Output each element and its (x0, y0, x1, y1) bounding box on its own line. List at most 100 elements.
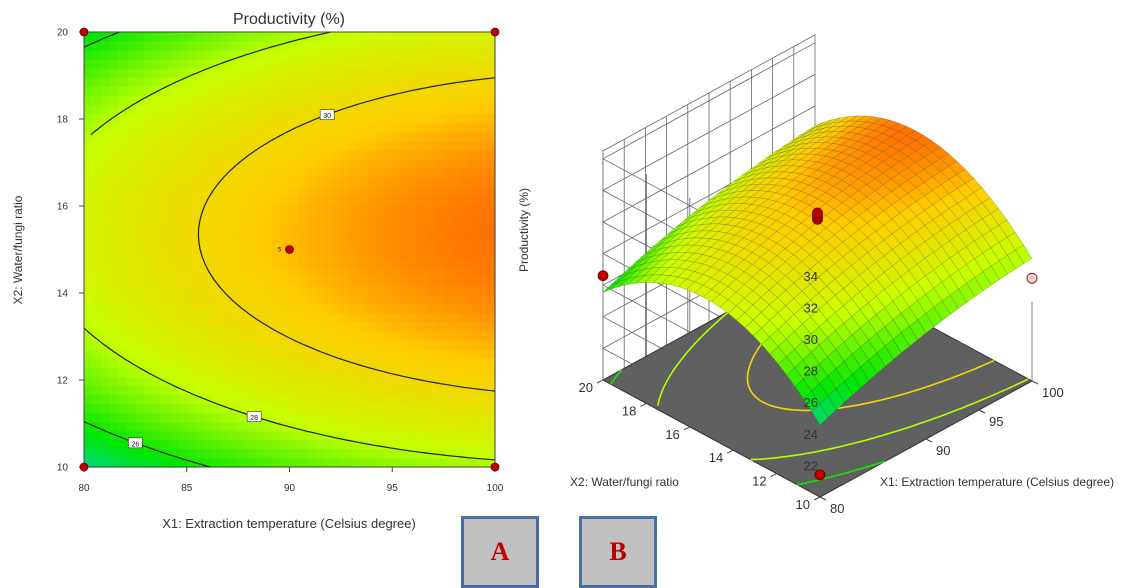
heatmap-cell (289, 186, 299, 196)
heatmap-cell (477, 340, 488, 350)
heatmap-cell (452, 457, 462, 468)
heatmap-cell (332, 303, 342, 314)
heatmap-cell (263, 32, 273, 42)
heatmap-cell (358, 158, 368, 169)
heatmap-cell (118, 59, 128, 69)
heatmap-cell (358, 59, 368, 69)
heatmap-cell (332, 367, 342, 377)
heatmap-cell (417, 430, 428, 441)
heatmap-cell (392, 267, 402, 278)
heatmap-cell (126, 167, 136, 178)
heatmap-cell (169, 158, 179, 169)
heatmap-cell (178, 294, 188, 305)
heatmap-cell (383, 367, 393, 377)
heatmap-cell (212, 448, 222, 459)
heatmap-cell (349, 113, 359, 124)
heatmap-cell (443, 412, 453, 423)
heatmap-cell (469, 122, 479, 133)
heatmap-cell (135, 131, 145, 142)
heatmap-cell (409, 457, 419, 468)
heatmap-cell (195, 213, 205, 223)
heatmap-cell (383, 86, 393, 97)
heatmap-cell (84, 186, 94, 196)
heatmap-cell (101, 68, 111, 78)
heatmap-cell (169, 430, 179, 441)
heatmap-cell (126, 267, 136, 278)
heatmap-cell (358, 403, 368, 414)
heatmap-cell (289, 367, 299, 377)
heatmap-cell (263, 448, 273, 459)
heatmap-cell (409, 240, 419, 251)
heatmap-cell (298, 249, 308, 260)
heatmap-cell (315, 204, 325, 214)
heatmap-cell (238, 158, 248, 169)
heatmap-cell (375, 322, 385, 332)
heatmap-cell (203, 167, 214, 178)
heatmap-cell (375, 358, 385, 368)
heatmap-cell (426, 294, 436, 305)
heatmap-cell (332, 267, 342, 278)
heatmap-cell (298, 186, 308, 196)
surface-z-tick-label: 32 (804, 300, 818, 315)
heatmap-cell (84, 77, 94, 87)
heatmap-cell (143, 167, 154, 178)
heatmap-cell (340, 104, 351, 115)
contour-x-tick-label: 100 (487, 483, 504, 494)
heatmap-cell (84, 285, 94, 296)
heatmap-cell (272, 186, 282, 196)
heatmap-cell (323, 167, 333, 178)
heatmap-cell (323, 340, 333, 350)
heatmap-cell (289, 267, 299, 278)
heatmap-cell (84, 68, 94, 78)
heatmap-cell (84, 231, 94, 242)
heatmap-cell (460, 167, 470, 178)
heatmap-cell (152, 113, 162, 124)
heatmap-cell (169, 457, 179, 468)
heatmap-cell (452, 349, 462, 359)
heatmap-cell (212, 158, 222, 169)
heatmap-cell (212, 222, 222, 232)
heatmap-cell (306, 267, 316, 278)
heatmap-cell (143, 113, 154, 124)
heatmap-cell (392, 177, 402, 187)
heatmap-cell (169, 394, 179, 405)
heatmap-cell (426, 258, 436, 269)
heatmap-cell (315, 50, 325, 60)
heatmap-cell (289, 358, 299, 368)
heatmap-cell (212, 276, 222, 287)
heatmap-cell (477, 430, 488, 441)
heatmap-cell (426, 167, 436, 178)
heatmap-cell (306, 131, 316, 142)
heatmap-cell (417, 349, 428, 359)
heatmap-cell (143, 394, 154, 405)
heatmap-cell (118, 285, 128, 296)
heatmap-cell (477, 249, 488, 260)
heatmap-cell (212, 367, 222, 377)
heatmap-cell (306, 448, 316, 459)
heatmap-cell (400, 448, 410, 459)
contour-label-box (246, 411, 262, 422)
heatmap-cell (289, 167, 299, 178)
heatmap-cell (143, 41, 154, 51)
heatmap-cell (143, 457, 154, 468)
heatmap-cell (409, 167, 419, 178)
heatmap-cell (280, 367, 291, 377)
heatmap-cell (349, 104, 359, 115)
heatmap-cell (409, 149, 419, 160)
contour-design-point (79, 462, 89, 472)
heatmap-cell (229, 412, 239, 423)
heatmap-cell (392, 113, 402, 124)
heatmap-cell (366, 68, 376, 78)
heatmap-cell (229, 285, 239, 296)
heatmap-cell (118, 421, 128, 432)
heatmap-cell (246, 340, 256, 350)
heatmap-cell (366, 167, 376, 178)
heatmap-cell (417, 439, 428, 450)
heatmap-cell (178, 140, 188, 151)
heatmap-cell (358, 358, 368, 368)
heatmap-cell (186, 77, 196, 87)
heatmap-cell (238, 412, 248, 423)
heatmap-cell (315, 439, 325, 450)
heatmap-cell (229, 312, 239, 323)
heatmap-cell (92, 267, 102, 278)
